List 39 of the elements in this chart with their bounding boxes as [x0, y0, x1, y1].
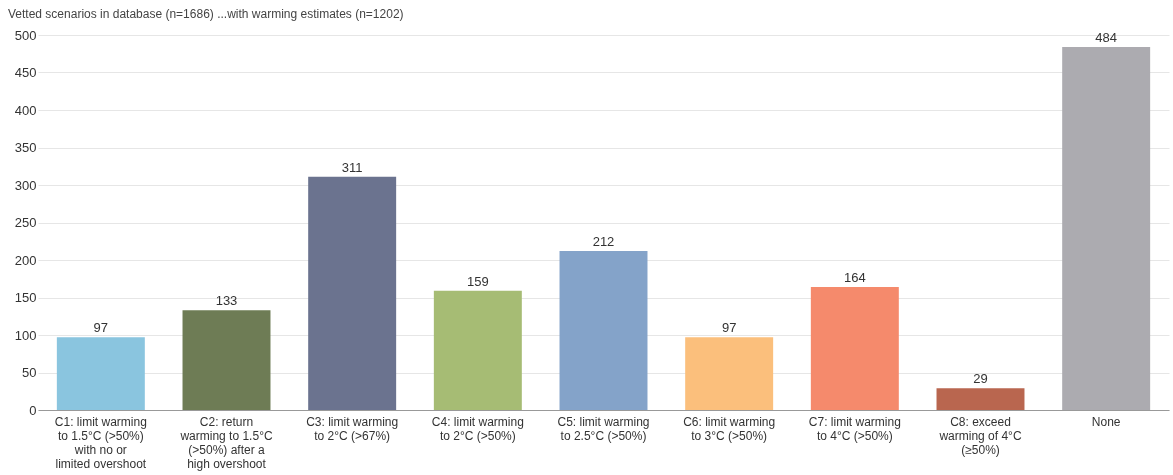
data-label: 311 [341, 159, 363, 175]
data-label: 159 [466, 273, 489, 289]
x-tick-label: C2: return warming to 1.5°C (>50%) after a high overshoot [179, 414, 273, 471]
bar [1062, 47, 1151, 410]
bar [685, 337, 774, 410]
y-tick-label: 200 [14, 252, 37, 268]
y-tick-label: 400 [14, 102, 37, 118]
y-tick-label: 300 [14, 177, 37, 193]
chart-title: Vetted scenarios in database (n=1686) ...with warming estimates (n=1202) [8, 7, 404, 21]
bar [936, 388, 1025, 410]
x-tick-label: C6: limit warming to 3°C (>50%) [683, 414, 776, 443]
x-tick-label: None [1091, 414, 1121, 429]
x-tick-label: C5: limit warming to 2.5°C (>50%) [557, 414, 650, 443]
bar [559, 251, 648, 410]
y-tick-label: 450 [14, 65, 37, 80]
data-label: 133 [215, 293, 238, 309]
y-tick-label: 150 [14, 290, 37, 305]
x-tick-label: C7: limit warming to 4°C (>50%) [808, 414, 901, 443]
y-tick-label: 500 [14, 27, 37, 43]
x-tick-label: C1: limit warming to 1.5°C (>50%) with no or limited overshoot [54, 414, 147, 471]
data-label: 97 [721, 320, 737, 336]
y-tick-label: 250 [14, 215, 37, 230]
bar [433, 290, 522, 410]
bar [182, 310, 271, 410]
x-tick-label: C3: limit warming to 2°C (>67%) [306, 414, 399, 443]
bar [810, 287, 899, 410]
data-label: 164 [843, 270, 866, 285]
data-label: 484 [1095, 30, 1118, 45]
x-tick-label: C4: limit warming to 2°C (>50%) [431, 414, 524, 443]
bar [308, 176, 397, 410]
y-tick-label: 0 [29, 402, 37, 418]
data-label: 212 [592, 234, 615, 249]
y-tick-label: 100 [14, 327, 37, 343]
data-label: 97 [93, 320, 109, 336]
x-tick-label: C8: exceed warming of 4°C (≥50%) [938, 414, 1022, 457]
y-tick-label: 50 [22, 365, 37, 380]
bar [56, 337, 145, 410]
data-label: 29 [973, 371, 988, 387]
y-tick-label: 350 [14, 140, 37, 155]
